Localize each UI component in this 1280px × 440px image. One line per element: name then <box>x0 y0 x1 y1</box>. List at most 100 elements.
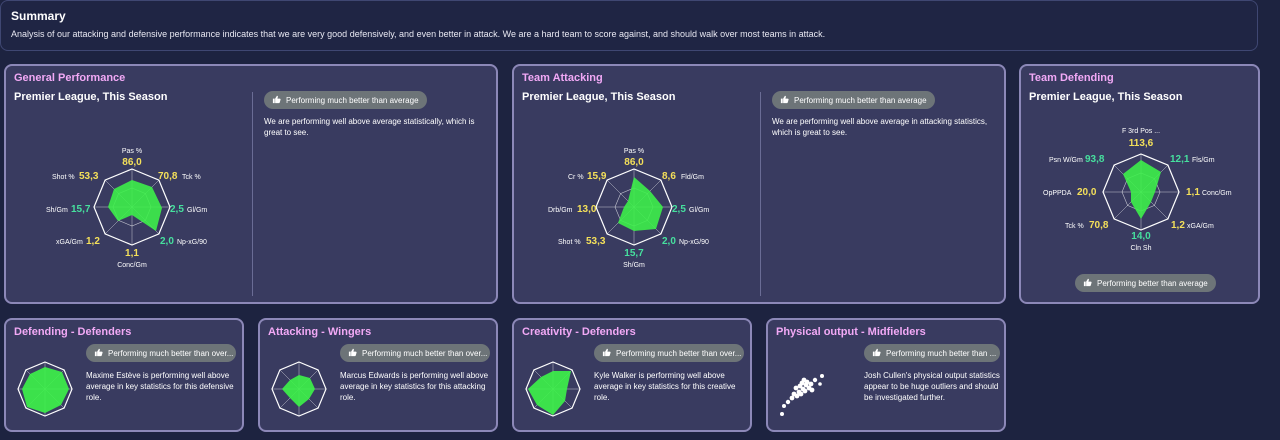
radar-value: 1,2 <box>86 236 100 247</box>
thumbs-up-icon <box>602 348 611 357</box>
radar-value: 53,3 <box>79 171 99 182</box>
performance-badge: Performing much better than over... <box>594 344 744 362</box>
radar-value: 13,0 <box>577 204 597 215</box>
thumbs-up-icon <box>872 348 881 357</box>
badge-label: Performing much better than over... <box>616 348 742 358</box>
general-performance-panel[interactable]: General Performance Premier League, This… <box>4 64 498 304</box>
badge-label: Performing much better than over... <box>362 348 488 358</box>
radar-label: Tck % <box>1065 223 1084 230</box>
performance-badge: Performing much better than ... <box>864 344 1000 362</box>
radar-label: Pas % <box>122 148 142 155</box>
radar-value: 14,0 <box>1131 231 1151 242</box>
panel-subtitle: Premier League, This Season <box>1029 91 1183 103</box>
radar-label: Conc/Gm <box>117 262 147 269</box>
performance-badge: Performing much better than over... <box>86 344 236 362</box>
radar-label: Gl/Gm <box>689 207 709 214</box>
radar-label: Fls/Gm <box>1192 157 1215 164</box>
radar-value: 2,0 <box>160 236 174 247</box>
radar-value: 86,0 <box>624 157 644 168</box>
performance-badge: Performing much better than average <box>772 91 935 109</box>
radar-value: 15,7 <box>71 204 91 215</box>
panel-title: Team Defending <box>1029 72 1114 84</box>
panel-description: We are performing well above average sta… <box>264 117 475 137</box>
radar-value: 93,8 <box>1085 154 1105 165</box>
defending-defenders-card[interactable]: Defending - Defenders Performing much be… <box>4 318 244 432</box>
card-title: Attacking - Wingers <box>268 326 372 338</box>
divider <box>760 92 761 296</box>
card-title: Defending - Defenders <box>14 326 132 338</box>
panel-title: General Performance <box>14 72 126 84</box>
radar-label: Psn W/Gm <box>1049 157 1083 164</box>
radar-label: F 3rd Pos ... <box>1122 128 1160 135</box>
thumbs-up-icon <box>780 95 789 104</box>
badge-label: Performing much better than average <box>794 95 927 105</box>
radar-value: 15,9 <box>587 171 607 182</box>
radar-label: Shot % <box>558 239 581 246</box>
card-description: Marcus Edwards is performing well above … <box>340 371 489 402</box>
team-defending-panel[interactable]: Team Defending Premier League, This Seas… <box>1019 64 1260 304</box>
radar-value: 53,3 <box>586 236 606 247</box>
radar-value: 8,6 <box>662 171 676 182</box>
badge-label: Performing much better than over... <box>108 348 234 358</box>
performance-badge: Performing much better than average <box>264 91 427 109</box>
summary-title: Summary <box>11 9 66 23</box>
defending-radar-chart: F 3rd Pos ... 113,6 12,1 Fls/Gm 1,1 Conc… <box>1043 128 1232 252</box>
radar-value: 2,5 <box>672 204 686 215</box>
attacking-radar-chart: Pas % 86,0 8,6 Fld/Gm 2,5 Gl/Gm 2,0 Np-x… <box>548 148 709 269</box>
radar-value: 86,0 <box>122 157 142 168</box>
mini-radar-chart <box>271 361 327 417</box>
radar-label: Gl/Gm <box>187 207 207 214</box>
thumbs-up-icon <box>348 348 357 357</box>
radar-value: 2,0 <box>662 236 676 247</box>
performance-badge: Performing better than average <box>1075 274 1216 292</box>
radar-value: 1,1 <box>125 248 139 259</box>
radar-label: OpPPDA <box>1043 190 1072 197</box>
radar-label: Fld/Gm <box>681 174 704 181</box>
radar-value: 1,2 <box>1171 220 1185 231</box>
physical-output-midfielders-card[interactable]: Physical output - Midfielders Performing… <box>766 318 1006 432</box>
radar-label: Shot % <box>52 174 75 181</box>
card-description: Maxime Estève is performing well above a… <box>86 371 234 402</box>
radar-value: 70,8 <box>1089 220 1109 231</box>
radar-label: Tck % <box>182 174 201 181</box>
radar-value: 70,8 <box>158 171 178 182</box>
radar-value: 15,7 <box>624 248 644 259</box>
mini-radar-chart <box>17 361 73 417</box>
radar-label: Pas % <box>624 148 644 155</box>
badge-label: Performing much better than average <box>286 95 419 105</box>
thumbs-up-icon <box>94 348 103 357</box>
panel-description: We are performing well above average in … <box>772 117 988 137</box>
summary-panel: Summary Analysis of our attacking and de… <box>0 0 1258 51</box>
radar-label: Drb/Gm <box>548 207 573 214</box>
radar-label: Cln Sh <box>1130 245 1151 252</box>
panel-subtitle: Premier League, This Season <box>14 91 168 103</box>
radar-label: Np-xG/90 <box>679 239 709 246</box>
radar-label: Conc/Gm <box>1202 190 1232 197</box>
card-title: Physical output - Midfielders <box>776 326 926 338</box>
card-description: Kyle Walker is performing well above ave… <box>594 371 736 402</box>
card-title: Creativity - Defenders <box>522 326 636 338</box>
creativity-defenders-card[interactable]: Creativity - Defenders Performing much b… <box>512 318 752 432</box>
mini-radar-chart <box>525 361 581 417</box>
thumbs-up-icon <box>1083 278 1092 287</box>
radar-label: xGA/Gm <box>1187 223 1214 230</box>
radar-label: Sh/Gm <box>623 262 645 269</box>
radar-label: xGA/Gm <box>56 239 83 246</box>
divider <box>252 92 253 296</box>
attacking-wingers-card[interactable]: Attacking - Wingers Performing much bett… <box>258 318 498 432</box>
radar-value: 20,0 <box>1077 187 1097 198</box>
team-attacking-panel[interactable]: Team Attacking Premier League, This Seas… <box>512 64 1006 304</box>
badge-label: Performing much better than ... <box>886 348 997 358</box>
thumbs-up-icon <box>272 95 281 104</box>
radar-value: 2,5 <box>170 204 184 215</box>
radar-value: 113,6 <box>1129 138 1154 149</box>
radar-label: Np-xG/90 <box>177 239 207 246</box>
card-description: Josh Cullen's physical output statistics… <box>864 371 1000 402</box>
badge-label: Performing better than average <box>1097 278 1208 288</box>
performance-badge: Performing much better than over... <box>340 344 490 362</box>
panel-title: Team Attacking <box>522 72 603 84</box>
summary-text: Analysis of our attacking and defensive … <box>11 29 826 39</box>
general-radar-chart: Pas % 86,0 70,8 Tck % 2,5 Gl/Gm 2,0 Np-x… <box>46 148 207 269</box>
radar-label: Sh/Gm <box>46 207 68 214</box>
panel-subtitle: Premier League, This Season <box>522 91 676 103</box>
